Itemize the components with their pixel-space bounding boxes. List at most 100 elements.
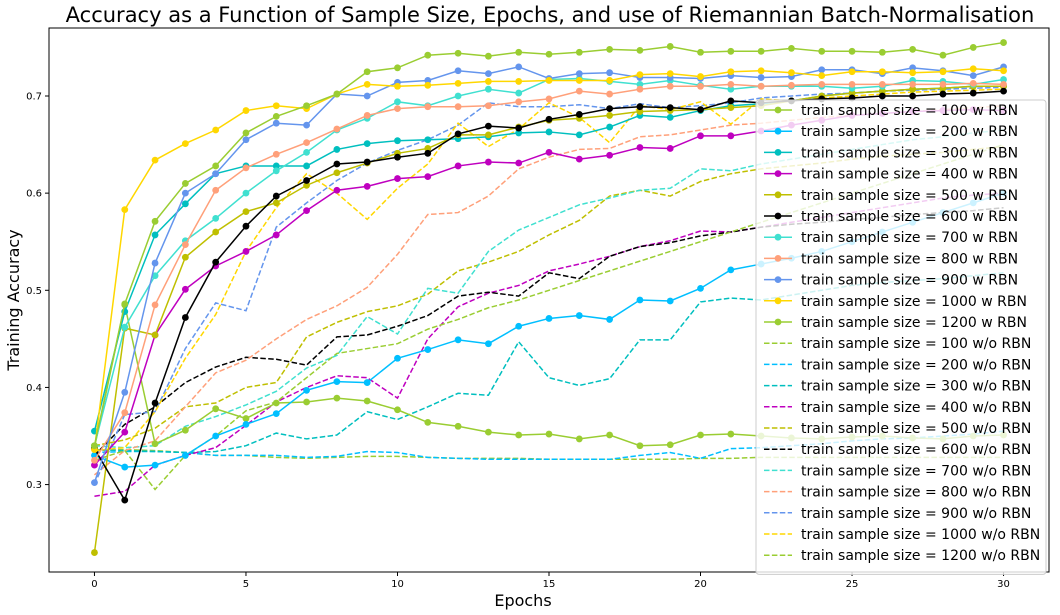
series-line <box>93 104 1004 476</box>
data-point <box>909 85 917 93</box>
data-point <box>757 74 765 81</box>
data-point <box>454 336 462 344</box>
data-point <box>212 186 220 194</box>
y-tick-label: 0.3 <box>26 480 42 491</box>
data-point <box>121 496 129 504</box>
legend-marker <box>774 106 782 114</box>
legend-marker <box>774 170 782 178</box>
data-point <box>424 51 432 59</box>
data-point <box>818 47 826 55</box>
data-point <box>272 410 280 418</box>
data-point <box>272 113 280 120</box>
legend-label: train sample size = 1000 w/o RBN <box>801 527 1040 543</box>
data-point <box>212 162 220 170</box>
legend-label: train sample size = 300 w/o RBN <box>801 379 1031 395</box>
data-point <box>515 129 523 137</box>
legend-label: train sample size = 300 w RBN <box>801 145 1018 161</box>
data-point <box>666 43 674 50</box>
legend-label: train sample size = 900 w/o RBN <box>801 506 1031 522</box>
data-point <box>697 284 704 292</box>
data-point <box>575 48 583 56</box>
data-point <box>272 167 280 175</box>
data-point <box>91 456 98 464</box>
y-tick-label: 0.4 <box>26 383 42 394</box>
data-point <box>575 70 583 78</box>
data-point <box>272 119 280 127</box>
data-point <box>424 149 432 157</box>
data-point <box>606 112 614 119</box>
data-point <box>91 549 98 556</box>
x-tick-label: 5 <box>243 579 249 590</box>
data-point <box>1000 39 1007 46</box>
data-point <box>181 180 189 187</box>
data-point <box>606 105 614 113</box>
data-point <box>818 66 826 74</box>
data-point <box>878 48 886 56</box>
legend-item: train sample size = 400 w/o RBN <box>764 400 1031 416</box>
data-point <box>363 397 371 405</box>
legend-label: train sample size = 700 w RBN <box>801 230 1018 246</box>
legend-item: train sample size = 900 w RBN <box>764 273 1018 289</box>
legend-item: train sample size = 600 w RBN <box>764 209 1018 225</box>
data-point <box>454 67 462 75</box>
legend-item: train sample size = 900 w/o RBN <box>764 506 1031 522</box>
data-point <box>1000 67 1007 75</box>
legend-label: train sample size = 1000 w RBN <box>801 294 1027 310</box>
data-point <box>606 69 614 77</box>
data-point <box>818 72 826 79</box>
series-line <box>94 145 1004 447</box>
data-point <box>575 155 583 163</box>
legend-marker <box>774 276 782 283</box>
legend-label: train sample size = 800 w RBN <box>801 251 1018 267</box>
data-point <box>666 441 674 449</box>
data-point <box>697 431 704 439</box>
data-point <box>424 145 432 152</box>
data-point <box>575 435 583 443</box>
y-tick-label: 0.7 <box>26 92 42 103</box>
data-point <box>181 140 189 148</box>
data-point <box>394 137 401 145</box>
x-tick-label: 10 <box>391 579 404 590</box>
series-8 <box>91 79 1007 464</box>
data-point <box>545 430 553 438</box>
x-tick-label: 25 <box>846 579 859 590</box>
data-point <box>727 97 735 105</box>
data-point <box>545 315 553 322</box>
data-point <box>363 80 371 88</box>
data-point <box>181 241 189 249</box>
data-point <box>606 77 614 84</box>
legend-item: train sample size = 1000 w RBN <box>764 294 1027 310</box>
legend-label: train sample size = 800 w/o RBN <box>801 485 1031 501</box>
data-point <box>818 80 826 88</box>
data-point <box>666 145 674 152</box>
data-point <box>727 68 735 76</box>
data-point <box>424 77 432 84</box>
data-point <box>363 112 371 119</box>
x-axis-label: Epochs <box>494 591 551 610</box>
data-point <box>181 200 189 208</box>
data-point <box>484 85 492 93</box>
data-point <box>575 131 583 139</box>
data-point <box>212 405 220 413</box>
data-point <box>666 82 674 90</box>
data-point <box>727 104 735 112</box>
data-point <box>484 158 492 166</box>
data-point <box>515 124 523 132</box>
data-point <box>606 431 614 439</box>
data-point <box>151 217 159 225</box>
legend-marker <box>774 191 782 199</box>
data-point <box>636 71 644 79</box>
data-point <box>606 151 614 159</box>
data-point <box>212 228 220 236</box>
data-point <box>969 89 977 97</box>
data-point <box>666 104 674 112</box>
data-point <box>848 89 856 97</box>
data-point <box>454 103 462 111</box>
data-point <box>272 192 280 200</box>
legend-item: train sample size = 200 w/o RBN <box>764 357 1031 373</box>
data-point <box>151 156 159 164</box>
legend-item: train sample size = 300 w RBN <box>764 145 1018 161</box>
data-point <box>484 102 492 110</box>
data-point <box>878 68 886 76</box>
data-point <box>242 136 250 144</box>
